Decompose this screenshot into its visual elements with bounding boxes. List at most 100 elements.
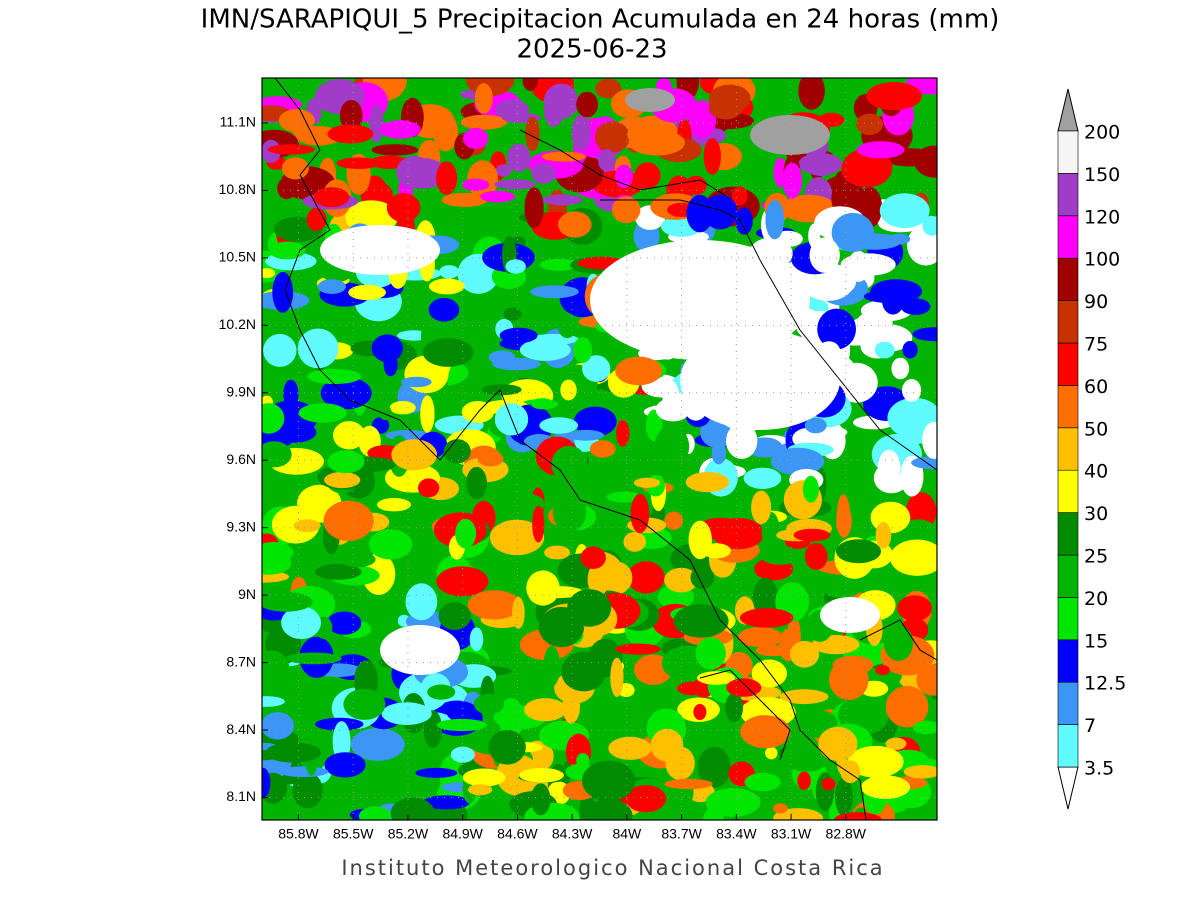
- precip-cell: [662, 380, 680, 418]
- precip-cell: [313, 187, 350, 208]
- precip-cell: [371, 334, 403, 363]
- precip-cell: [525, 116, 540, 152]
- precip-cell: [897, 595, 932, 622]
- colorbar-label: 3.5: [1084, 758, 1114, 780]
- precip-cell: [519, 768, 564, 783]
- precip-cell: [541, 151, 586, 162]
- precip-cell: [332, 721, 351, 763]
- precip-cell: [870, 501, 911, 534]
- precip-cell: [427, 684, 456, 700]
- precip-cell: [725, 692, 744, 723]
- precip-cell: [903, 765, 937, 779]
- lon-tick-label: 83.7W: [661, 826, 702, 842]
- precip-cell: [539, 417, 579, 434]
- precip-cell: [530, 285, 579, 299]
- precip-cell: [307, 368, 362, 385]
- precip-cell: [481, 384, 522, 396]
- precip-max: [680, 330, 840, 430]
- colorbar-bin: [1057, 724, 1079, 768]
- precip-cell: [477, 451, 504, 467]
- precip-cell: [391, 439, 438, 471]
- lat-tick-label: 9N: [238, 586, 256, 602]
- precip-cell: [405, 583, 438, 621]
- precip-cell: [608, 736, 652, 760]
- precip-cell: [401, 376, 432, 388]
- precip-cell: [576, 753, 590, 769]
- precip-cell: [455, 518, 477, 549]
- precip-cell: [847, 250, 870, 282]
- precip-cell: [615, 356, 663, 386]
- colorbar-bin: [1057, 554, 1079, 598]
- precip-cell: [922, 215, 937, 236]
- precip-cell: [770, 447, 825, 476]
- lon-tick-label: 83.1W: [771, 826, 812, 842]
- precip-cell: [743, 467, 782, 489]
- precip-cell: [793, 528, 831, 542]
- precip-cell: [831, 212, 875, 253]
- footer: Instituto Meteorologico Nacional Costa R…: [341, 856, 884, 880]
- colorbar-label: 7: [1084, 715, 1096, 737]
- precip-cell: [797, 771, 811, 790]
- precip-cell: [688, 520, 712, 560]
- lat-tick-label: 10.2N: [219, 316, 256, 332]
- precip-cell: [496, 754, 540, 796]
- precip-cell: [856, 141, 905, 159]
- precip-cell: [278, 766, 329, 778]
- precip-cell: [573, 406, 617, 437]
- precip-cell: [798, 78, 825, 110]
- precip-cell: [438, 602, 471, 630]
- precip-cell: [543, 645, 561, 687]
- precip-cell: [664, 778, 713, 790]
- lat-tick-label: 10.8N: [219, 181, 256, 197]
- precip-cell: [531, 783, 551, 816]
- precip-cell: [420, 395, 435, 433]
- precip-cell: [882, 286, 904, 315]
- colorbar-over: [1057, 88, 1079, 132]
- precip-cell: [339, 99, 363, 132]
- precip-cell: [315, 563, 362, 580]
- colorbar-bin: [1057, 342, 1079, 386]
- precip-cell: [779, 689, 829, 705]
- precip-cell: [782, 162, 803, 199]
- precip-cell: [580, 546, 606, 569]
- precip-cell: [752, 577, 779, 619]
- precip-cell: [286, 652, 342, 665]
- precip-cell: [474, 83, 493, 114]
- colorbar-label: 150: [1084, 164, 1120, 186]
- colorbar-label: 90: [1084, 291, 1108, 313]
- precip-cell: [693, 703, 707, 721]
- precip-cell: [379, 120, 421, 139]
- precip-cell: [856, 113, 884, 136]
- precip-cell: [505, 259, 526, 274]
- colorbar-bin: [1057, 469, 1079, 513]
- precip-cell: [891, 357, 910, 380]
- lon-tick-label: 82.8W: [826, 826, 867, 842]
- precip-cell: [726, 422, 758, 459]
- precip-cell: [512, 596, 525, 629]
- precip-cell: [552, 492, 587, 532]
- precip-cell: [598, 149, 616, 172]
- lon-tick-label: 84W: [612, 826, 642, 842]
- precip-cell: [628, 129, 685, 156]
- grid: [262, 78, 937, 820]
- precip-cell: [428, 298, 460, 322]
- precip-cell: [885, 737, 907, 750]
- precip-max: [380, 625, 460, 675]
- precip-cell: [544, 545, 571, 560]
- lat-tick-label: 9.9N: [226, 383, 256, 399]
- colorbar-bin: [1057, 681, 1079, 725]
- precip-cell: [737, 627, 783, 648]
- precip-cell: [389, 401, 416, 415]
- precip-cell: [740, 608, 794, 628]
- colorbar-label: 120: [1084, 206, 1120, 228]
- precip-cell: [271, 421, 317, 443]
- lon-tick-label: 83.4W: [716, 826, 757, 842]
- precip-cell: [773, 803, 788, 814]
- precip-cell: [390, 797, 435, 820]
- precip-cell: [633, 477, 661, 488]
- precip-cell: [262, 712, 295, 740]
- precip-cell: [705, 788, 761, 817]
- precip-cell: [467, 784, 493, 796]
- precip-cell: [472, 323, 487, 361]
